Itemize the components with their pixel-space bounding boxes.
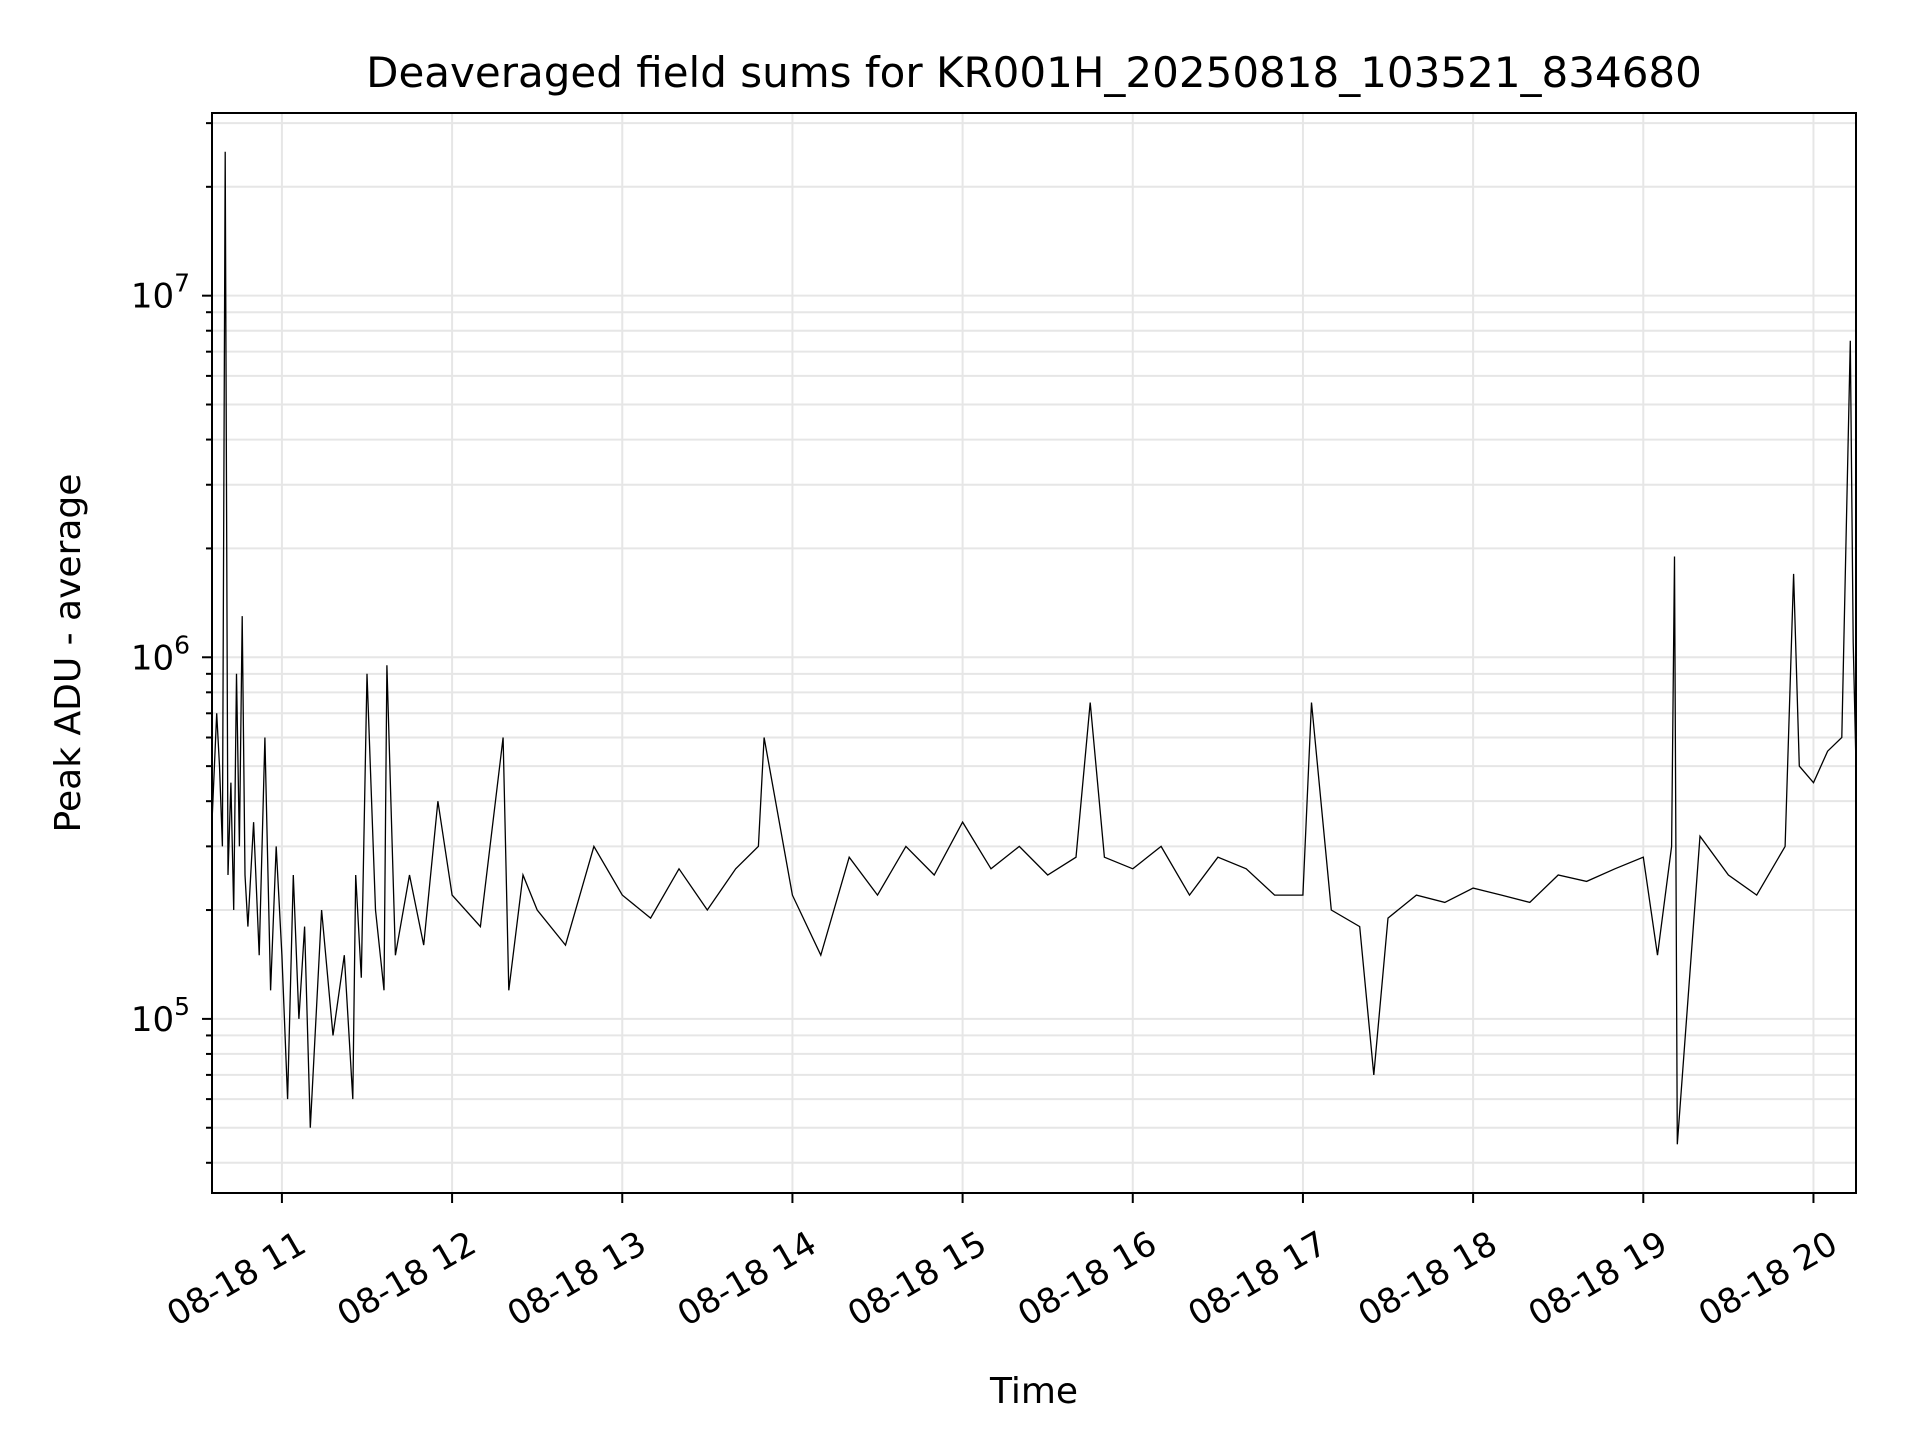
y-tick-label: 105 — [131, 992, 190, 1040]
y-tick-label: 106 — [131, 630, 190, 678]
chart-title: Deaveraged field sums for KR001H_2025081… — [366, 48, 1702, 97]
y-tick-label: 107 — [131, 269, 190, 317]
y-axis-ticks: 105 106 107 — [131, 122, 212, 1164]
series-line — [211, 151, 1857, 1145]
x-axis-label: Time — [989, 1371, 1078, 1412]
y-axis-label: Peak ADU - average — [48, 474, 89, 833]
series-layer — [211, 151, 1857, 1145]
plot-frame — [211, 112, 1857, 1194]
grid — [212, 113, 1856, 1193]
